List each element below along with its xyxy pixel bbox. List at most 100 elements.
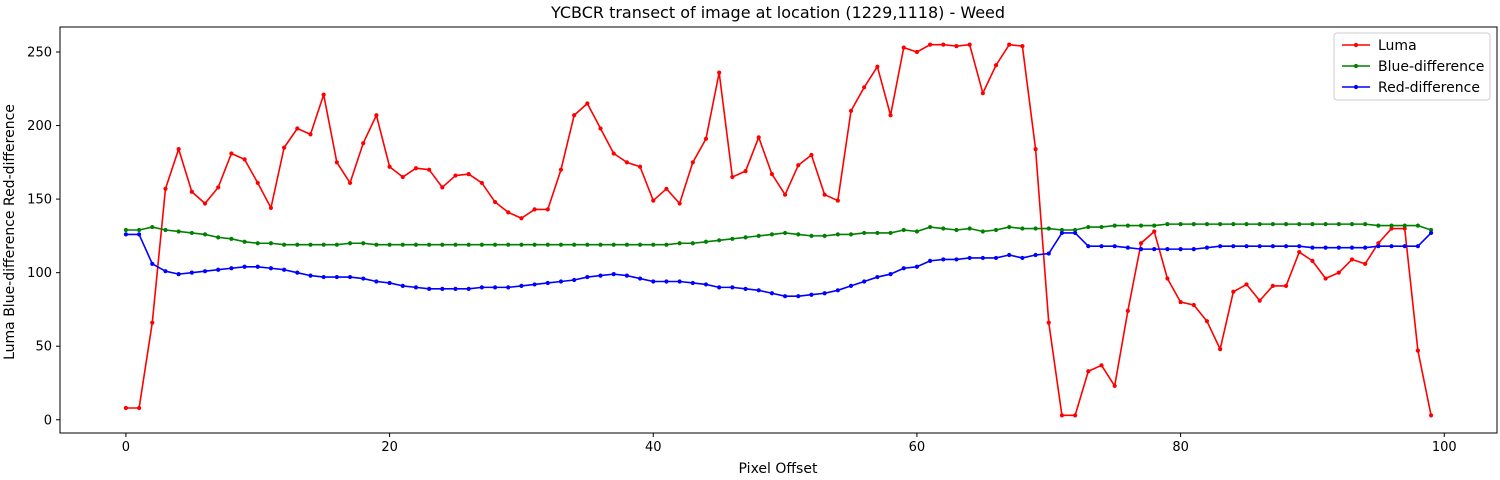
data-point [1218,347,1223,352]
data-point [730,174,735,180]
data-point [361,241,366,246]
data-point [268,241,274,246]
data-point [229,151,234,156]
data-point [743,235,748,240]
data-point [690,160,695,165]
data-point [1244,244,1249,249]
data-point [1046,320,1051,325]
series-luma [123,42,1434,418]
chart-title: YCBCR transect of image at location (122… [550,3,1005,22]
data-point [1165,276,1170,281]
data-point [1363,222,1368,227]
data-point [1046,226,1051,231]
data-point [1204,222,1210,227]
data-point [1099,244,1104,249]
data-point [321,242,326,247]
data-point [1125,223,1130,228]
data-point [1297,244,1302,249]
x-tick-label: 60 [909,440,926,455]
data-point [1086,244,1091,249]
data-point [453,173,458,178]
data-point [1349,257,1355,262]
x-tick-label: 40 [645,440,662,455]
data-point [862,230,867,236]
data-point [796,294,801,299]
data-point [1323,245,1328,250]
data-point [400,174,405,180]
data-point [690,280,695,286]
data-point [1178,247,1183,252]
x-tick-label: 20 [381,440,398,455]
data-point [796,232,801,237]
data-point [1415,244,1420,249]
data-point [703,282,709,287]
data-point [361,276,366,281]
data-point [1086,224,1091,230]
data-point [1428,413,1434,418]
data-point [334,242,339,247]
data-point [835,232,840,237]
data-point [624,273,629,278]
data-point [334,274,339,280]
series-line-red-difference [125,232,1432,298]
data-point [743,286,748,291]
data-point [1138,223,1144,228]
data-point [848,108,854,113]
data-point [1204,245,1210,250]
data-point [1138,247,1144,252]
data-point [993,63,999,68]
data-point [941,42,946,47]
data-point [888,272,893,277]
data-point [1178,222,1183,227]
data-point [572,113,577,118]
data-point [1376,223,1381,228]
data-point [492,285,498,290]
data-point [717,285,722,290]
data-point [901,266,906,271]
data-point [1007,42,1012,47]
data-point [967,42,972,47]
data-point [809,292,814,297]
data-point [1033,146,1038,152]
data-point [282,242,287,247]
legend-swatch-marker [1353,42,1359,48]
data-point [479,242,484,247]
data-point [1336,270,1341,275]
legend-label: Blue-difference [1378,59,1484,75]
data-point [1376,241,1381,246]
data-point [967,226,972,231]
legend-label: Red-difference [1378,80,1480,96]
data-point [189,230,194,236]
data-point [1046,251,1051,256]
data-point [1138,241,1144,246]
data-point [875,274,880,280]
data-point [308,132,313,137]
data-point [822,192,827,197]
data-point [611,272,616,277]
series-line-blue-difference [125,223,1432,246]
legend-swatch-marker [1353,63,1359,69]
data-point [1297,222,1302,227]
data-point [730,236,735,241]
data-point [202,201,208,206]
data-point [1389,226,1394,231]
data-point [572,277,577,283]
data-point [558,279,564,284]
data-point [295,126,300,131]
data-point [980,229,985,234]
data-point [914,229,920,234]
data-point [598,273,603,278]
data-point [1297,249,1302,255]
data-point [545,207,550,212]
data-point [756,233,761,238]
data-point [1086,369,1091,374]
data-point [1204,319,1210,324]
y-tick-label: 0 [44,413,52,428]
data-point [150,320,155,325]
data-point [123,227,129,233]
data-point [387,242,392,247]
data-point [1231,222,1236,227]
data-point [1059,230,1065,236]
y-axis-label: Luma Blue-difference Red-difference [2,104,18,360]
x-tick-label: 0 [122,440,130,455]
